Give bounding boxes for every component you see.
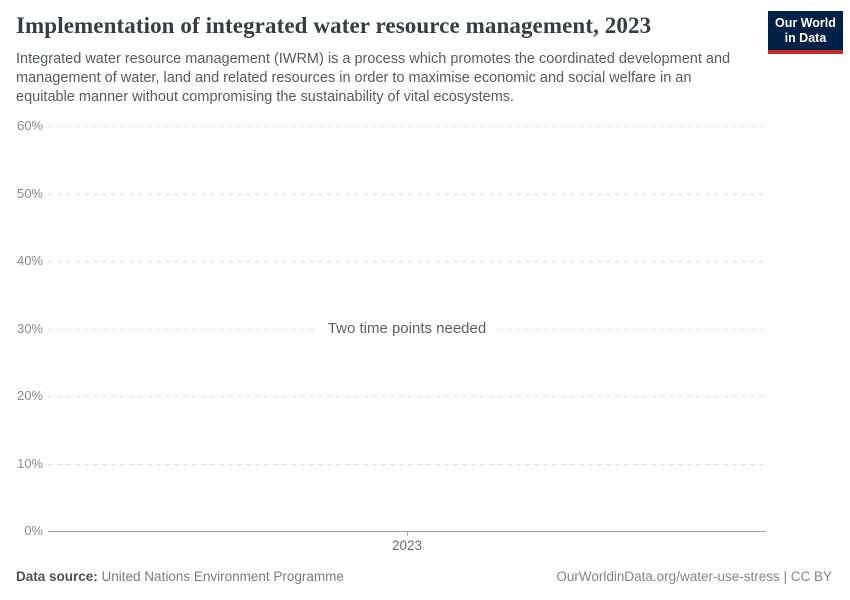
y-axis-tick-label: 50% [16,185,43,201]
chart-title: Implementation of integrated water resou… [16,13,652,38]
y-gridline [48,126,766,127]
citation-divider: | [779,569,791,584]
license-badge[interactable]: CC BY [790,569,832,584]
data-source-value: United Nations Environment Programme [97,569,344,584]
logo-text-line2: in Data [784,31,827,45]
y-axis-tick-label: 30% [16,320,43,336]
citation: OurWorldinData.org/water-use-stress | CC… [556,569,832,584]
y-axis-tick-label: 60% [16,118,43,133]
logo-text-line1: Our World [775,16,836,30]
y-axis-tick-label: 10% [16,455,43,471]
chart-subtitle: Integrated water resource management (IW… [16,51,731,105]
chart-empty-message: Two time points needed [315,319,499,338]
y-gridline [48,463,766,465]
x-axis-tick-label: 2023 [391,538,423,553]
y-gridline [48,193,766,195]
data-source: Data source: United Nations Environment … [16,569,344,584]
y-axis-tick-label: 0% [24,523,43,538]
owid-logo: Our World in Data [768,11,843,54]
x-axis-tick [407,531,408,536]
y-gridline [48,261,766,262]
y-gridline [48,396,766,397]
data-source-label: Data source: [16,569,98,584]
empty-message-row: Two time points needed [48,319,766,338]
chart-footer: Data source: United Nations Environment … [16,569,832,584]
citation-url[interactable]: OurWorldinData.org/water-use-stress [556,569,780,584]
y-axis-tick-label: 40% [16,253,43,268]
y-axis-tick-label: 20% [16,388,43,403]
